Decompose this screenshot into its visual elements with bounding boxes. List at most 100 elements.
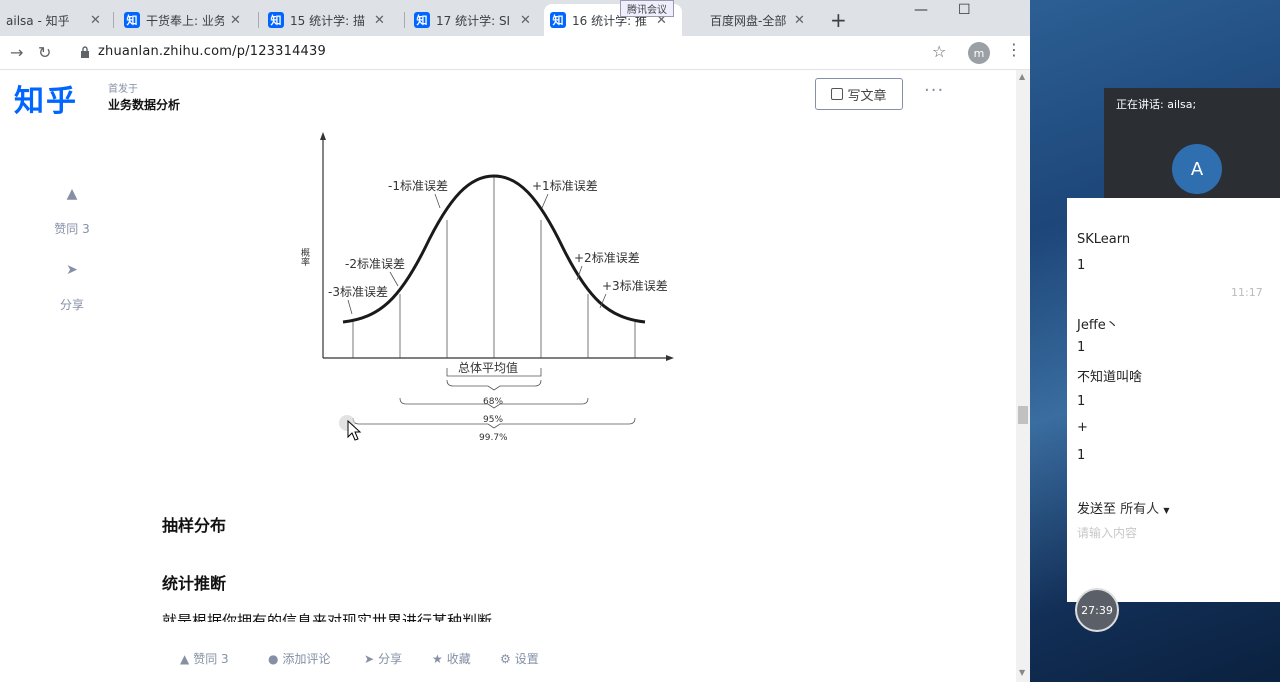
close-icon[interactable]: ✕ [90,12,101,28]
gear-icon: ⚙ [500,651,511,666]
chat-timestamp: 11:17 [1231,286,1263,299]
bottom-share-label: 分享 [378,652,403,666]
y-axis-arrow [320,132,326,140]
side-share-button[interactable]: ➤ 分享 [40,262,104,313]
meeting-overlay-label: 腾讯会议 [620,0,674,17]
range-68: 68% [483,397,503,407]
side-vote-button[interactable]: ▲ 赞同 3 [40,186,104,237]
publication-name[interactable]: 业务数据分析 [108,98,181,112]
tab-title: 百度网盘-全部 [710,13,787,28]
chat-input[interactable]: 请输入内容 [1077,526,1138,540]
profile-avatar[interactable]: m [968,42,990,64]
zhihu-icon: 知 [124,12,140,28]
close-icon[interactable]: ✕ [656,12,667,28]
tab-separator [404,12,405,28]
write-article-button[interactable]: 写文章 [815,78,903,110]
tab-baidu-pan[interactable]: 百度网盘-全部 ✕ [686,4,822,36]
tab-title: 干货奉上: 业务 [146,13,224,28]
share-icon: ➤ [364,651,375,666]
chat-message: 1 [1077,448,1086,463]
close-icon[interactable]: ✕ [230,12,241,28]
heading-statistical-inference: 统计推断 [162,574,227,593]
reload-icon[interactable]: ↻ [38,43,52,62]
send-to-target: 所有人 [1120,502,1160,517]
range-99: 99.7% [479,433,508,443]
side-share-label: 分享 [59,298,84,312]
share-icon: ➤ [66,262,78,278]
side-vote-label: 赞同 3 [54,222,90,236]
upvote-icon: ▲ [180,651,190,666]
heading-sampling-distribution: 抽样分布 [162,516,227,535]
send-to-prefix: 发送至 [1077,502,1117,517]
zhihu-icon: 知 [268,12,284,28]
y-axis-label: 概率 [299,247,310,267]
label-minus2: -2标准误差 [345,257,405,271]
settings-button[interactable]: ⚙ 设置 [500,650,539,667]
meeting-timer: 27:39 [1075,588,1119,632]
tab-separator [258,12,259,28]
article-action-bar: ▲ 赞同 3 ● 添加评论 ➤ 分享 ★ 收藏 ⚙ 设置 [0,636,1016,682]
page-scrollbar[interactable]: ▲ ▼ [1016,70,1030,682]
browser-window: ailsa - 知乎 ✕ 知 干货奉上: 业务 ✕ 知 15 统计学: 描 ✕ … [0,0,1030,682]
add-comment-label: 添加评论 [282,652,331,666]
chat-message: 1 [1077,258,1086,273]
bottom-vote-button[interactable]: ▲ 赞同 3 [180,650,229,667]
mean-label: 总体平均值 [458,360,518,375]
settings-label: 设置 [514,652,539,666]
scroll-thumb[interactable] [1018,406,1028,424]
label-plus3: +3标准误差 [602,279,668,293]
scroll-up-icon[interactable]: ▲ [1019,72,1026,81]
body-paragraph: 就是根据你拥有的信息来对现实世界进行某种判断 [162,612,493,622]
range-95: 95% [483,415,503,425]
publication-prefix: 首发于 [108,84,138,95]
tab-stats-15[interactable]: 知 15 统计学: 描 ✕ [262,4,402,36]
tab-title: 17 统计学: SI [436,13,511,28]
bracket-95 [399,397,589,409]
url-field[interactable]: zhuanlan.zhihu.com/p/123314439 [98,44,326,59]
chat-message: 1 [1077,340,1086,355]
close-icon[interactable]: ✕ [794,12,805,28]
label-minus1: -1标准误差 [388,179,448,193]
zhihu-icon: 知 [550,12,566,28]
speaking-indicator: 正在讲话: ailsa; [1116,98,1197,111]
bookmark-star-icon[interactable]: ☆ [932,42,947,61]
label-minus3: -3标准误差 [328,285,388,299]
address-bar: → ↻ zhuanlan.zhihu.com/p/123314439 ☆ m ⋮ [0,36,1030,70]
tab-ailsa[interactable]: ailsa - 知乎 ✕ [0,4,112,36]
tab-title: ailsa - 知乎 [6,13,70,28]
tab-title: 15 统计学: 描 [290,13,365,28]
send-to-selector[interactable]: 发送至 所有人 ▼ [1077,498,1169,517]
normal-curve-svg: 概率 -1标准误差 -2标准误差 -3标准误差 +1标准误差 +2标准误差 +3… [299,132,674,443]
label-plus1: +1标准误差 [532,179,598,193]
forward-icon[interactable]: → [10,43,24,62]
upvote-icon: ▲ [66,186,78,202]
tab-business[interactable]: 知 干货奉上: 业务 ✕ [118,4,256,36]
collect-button[interactable]: ★ 收藏 [432,650,471,667]
close-icon[interactable]: ✕ [374,12,385,28]
bottom-share-button[interactable]: ➤ 分享 [364,650,402,667]
add-comment-button[interactable]: ● 添加评论 [268,650,331,667]
mouse-cursor-icon [347,419,362,441]
scroll-down-icon[interactable]: ▼ [1019,668,1026,677]
x-axis-arrow [666,355,674,361]
bell-curve [342,174,646,324]
chat-message: + [1077,420,1088,435]
zhihu-logo[interactable]: 知乎 [14,84,78,119]
close-icon[interactable]: ✕ [520,12,531,28]
maximize-button[interactable]: ☐ [958,2,971,18]
tab-stats-17[interactable]: 知 17 统计学: SI ✕ [408,4,546,36]
chat-sender: SKLearn [1077,232,1131,247]
zhihu-icon: 知 [414,12,430,28]
lock-icon [81,46,89,58]
bottom-vote-label: 赞同 3 [193,652,229,666]
star-icon: ★ [432,651,443,666]
collect-label: 收藏 [446,652,471,666]
bracket-68 [446,379,542,391]
chevron-down-icon: ▼ [1163,506,1170,515]
new-tab-button[interactable]: + [830,8,847,32]
minimize-button[interactable]: — [914,2,928,18]
speaker-avatar: A [1172,144,1222,194]
more-icon[interactable]: ··· [924,80,945,101]
browser-menu-icon[interactable]: ⋮ [1006,40,1022,59]
comment-icon: ● [268,651,279,666]
